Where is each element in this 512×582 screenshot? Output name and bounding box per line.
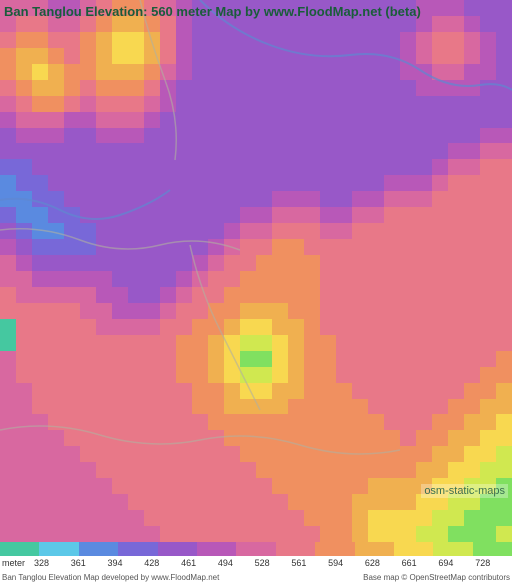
credit-left: Ban Tanglou Elevation Map developed by w… [2, 573, 219, 582]
elevation-map: Ban Tanglou Elevation: 560 meter Map by … [0, 0, 512, 542]
legend-colorbar [0, 542, 512, 556]
map-credits: Ban Tanglou Elevation Map developed by w… [2, 573, 510, 582]
heatmap-grid [0, 0, 512, 542]
map-title: Ban Tanglou Elevation: 560 meter Map by … [4, 4, 421, 19]
credit-right: Base map © OpenStreetMap contributors [363, 573, 510, 582]
osm-attribution: osm-static-maps [421, 484, 508, 498]
legend-unit: meter [0, 558, 34, 568]
legend-footer: meter 3283613944284614945285615946286616… [0, 542, 512, 582]
